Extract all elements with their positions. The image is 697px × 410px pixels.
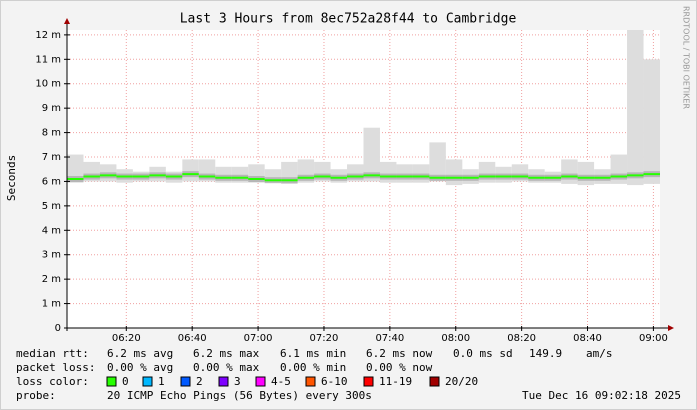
x-tick-label: 07:20 [310, 333, 339, 344]
smoke-band [330, 169, 348, 183]
y-tick-label: 1 m [42, 299, 61, 310]
smoke-band [149, 166, 166, 182]
x-tick-label: 08:20 [507, 333, 536, 344]
y-tick-label: 3 m [42, 250, 61, 261]
legend-label: 4-5 [271, 375, 291, 388]
y-tick-label: 4 m [42, 225, 61, 236]
smoke-band [627, 30, 644, 186]
legend-label: 6-10 [321, 375, 348, 388]
x-tick-label: 06:20 [112, 333, 141, 344]
stat-text: packet loss: [16, 361, 95, 374]
smoke-band [445, 159, 463, 186]
y-tick-label: 2 m [42, 274, 61, 285]
stat-text: 0.00 % max [193, 361, 260, 374]
smoke-band [182, 159, 199, 182]
x-tick-label: 07:00 [244, 333, 273, 344]
y-tick-label: 6 m [42, 176, 61, 187]
y-tick-label: 8 m [42, 128, 61, 139]
chart-title: Last 3 Hours from 8ec752a28f44 to Cambri… [180, 12, 517, 27]
legend-swatch [142, 376, 153, 387]
axis-arrow [668, 325, 674, 331]
smoke-band [281, 161, 298, 184]
stat-text: am/s [586, 347, 613, 360]
legend-label: 1 [158, 375, 165, 388]
smoke-band [561, 159, 578, 184]
smoke-band [412, 164, 430, 183]
y-tick-label: 7 m [42, 152, 61, 163]
watermark: RRDTOOL / TOBI OETIKER [682, 6, 691, 109]
smoke-band [577, 161, 595, 186]
probe-label: probe: [16, 389, 56, 402]
stat-text: 0.00 % now [366, 361, 433, 374]
legend-swatch [305, 376, 316, 387]
stat-text: 0.0 ms sd [453, 347, 513, 360]
stat-text: 0.00 % min [280, 361, 346, 374]
stat-text: median rtt: [16, 347, 89, 360]
stat-text: 6.2 ms max [193, 347, 260, 360]
legend-label: 0 [122, 375, 129, 388]
smoke-band [429, 142, 446, 182]
x-tick-label: 06:40 [178, 333, 207, 344]
x-tick-label: 08:00 [441, 333, 470, 344]
smoke-band [462, 169, 479, 184]
axis-arrow [64, 18, 70, 24]
smoke-band [363, 127, 380, 182]
smoke-band [594, 169, 611, 184]
stat-text: 6.1 ms min [280, 347, 346, 360]
legend-swatch [363, 376, 374, 387]
legend-swatch [255, 376, 266, 387]
smoke-band [396, 164, 413, 183]
stat-text: 0.00 % avg [107, 361, 173, 374]
y-axis-label: Seconds [5, 155, 18, 201]
legend-swatch [218, 376, 229, 387]
y-tick-label: 0 [55, 323, 61, 334]
loss-label: loss color: [16, 375, 89, 388]
y-tick-label: 11 m [35, 54, 61, 65]
stat-text: 6.2 ms now [366, 347, 433, 360]
smoke-band [528, 169, 545, 183]
y-tick-label: 9 m [42, 103, 61, 114]
legend-swatch [429, 376, 440, 387]
x-tick-label: 07:40 [375, 333, 404, 344]
legend-label: 11-19 [379, 375, 412, 388]
y-tick-label: 5 m [42, 201, 61, 212]
smoke-band [495, 166, 512, 183]
probe-text: 20 ICMP Echo Pings (56 Bytes) every 300s [107, 389, 372, 402]
legend-label: 2 [196, 375, 203, 388]
y-tick-label: 10 m [35, 79, 61, 90]
x-tick-label: 09:00 [639, 333, 668, 344]
legend-swatch [106, 376, 117, 387]
smoke-band [99, 164, 117, 182]
smoke-band [67, 154, 84, 183]
x-tick-label: 08:40 [573, 333, 602, 344]
y-tick-label: 12 m [35, 30, 61, 41]
smoke-band [643, 59, 660, 184]
stat-text: 6.2 ms avg [107, 347, 173, 360]
legend-label: 3 [234, 375, 241, 388]
legend-swatch [180, 376, 191, 387]
legend-label: 20/20 [445, 375, 478, 388]
stat-text: 149.9 [529, 347, 562, 360]
timestamp: Tue Dec 16 09:02:18 2025 [522, 389, 681, 402]
